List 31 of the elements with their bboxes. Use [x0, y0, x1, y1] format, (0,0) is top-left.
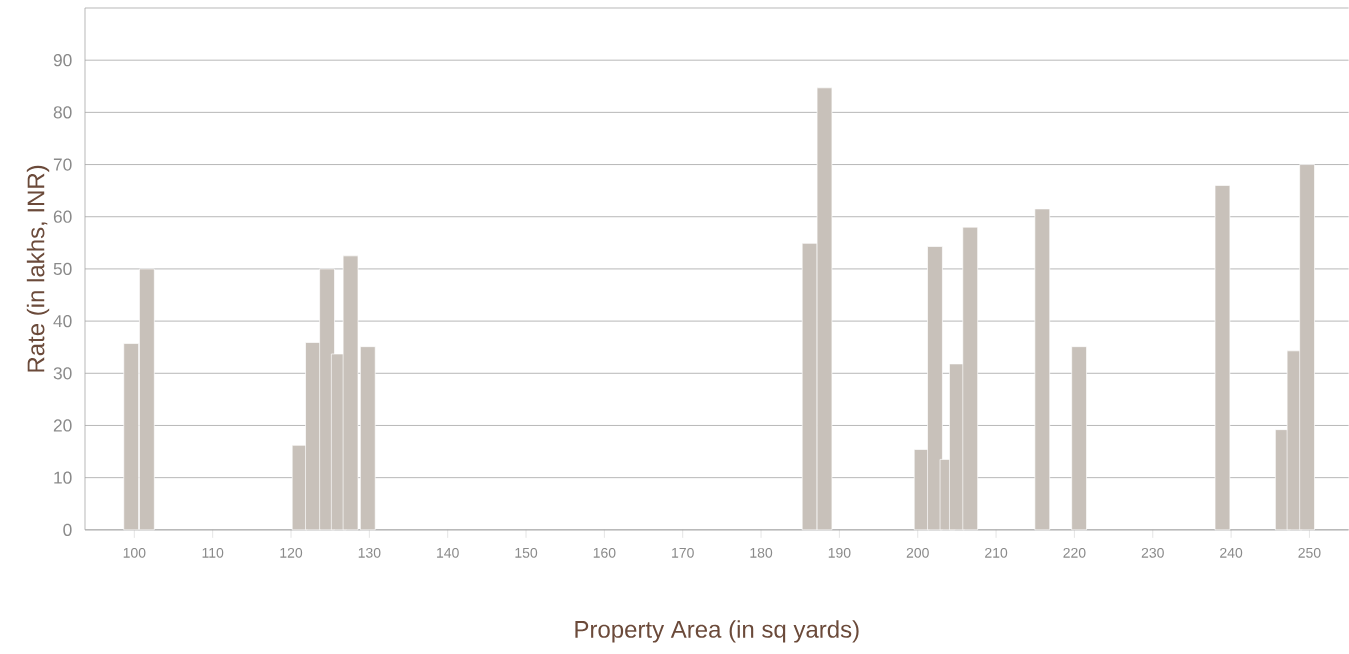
y-tick-label: 10 [54, 471, 72, 484]
y-tick-label: 30 [53, 367, 72, 380]
x-tick-label: 240 [1220, 547, 1243, 558]
x-axis-title: Property Area (in sq yards) [575, 620, 859, 643]
x-tick-label: 250 [1298, 547, 1321, 558]
y-axis-title: Rate (in lakhs, INR) [26, 165, 50, 372]
bar [1034, 208, 1051, 531]
x-tick-label: 160 [593, 547, 616, 558]
x-tick-label: 230 [1141, 547, 1164, 558]
y-tick-label: 0 [63, 523, 72, 537]
x-tick-label: 110 [202, 547, 224, 558]
x-tick-label: 180 [750, 547, 773, 558]
y-tick-label: 70 [53, 158, 72, 171]
y-tick-label: 20 [53, 419, 72, 432]
bar [1071, 346, 1087, 531]
x-tick-label: 170 [672, 547, 694, 558]
y-tick-label: 80 [53, 106, 72, 119]
x-tick-label: 150 [515, 547, 538, 558]
y-tick-label: 40 [53, 315, 72, 328]
x-tick-label: 210 [985, 547, 1008, 558]
bar [1214, 185, 1231, 531]
x-tick-label: 100 [123, 547, 146, 558]
x-tick-label: 130 [358, 547, 381, 558]
x-tick-label: 120 [280, 547, 303, 558]
y-tick-label: 50 [53, 262, 72, 276]
x-tick-label: 140 [437, 547, 459, 558]
x-tick-label: 220 [1063, 547, 1086, 558]
y-tick-label: 90 [53, 54, 72, 67]
x-tick-label: 190 [828, 547, 851, 558]
y-tick-label: 60 [53, 210, 72, 223]
x-tick-label: 200 [906, 547, 929, 558]
